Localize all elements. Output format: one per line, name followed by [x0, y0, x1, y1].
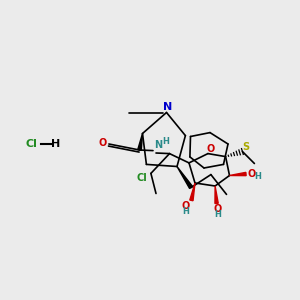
Text: S: S	[242, 142, 250, 152]
Text: H: H	[255, 172, 261, 181]
Text: H: H	[215, 210, 221, 219]
Text: Cl: Cl	[136, 172, 147, 183]
Text: O: O	[214, 204, 222, 214]
Polygon shape	[215, 186, 218, 203]
Text: H: H	[162, 136, 169, 146]
Text: N: N	[164, 102, 172, 112]
Polygon shape	[190, 183, 195, 201]
Text: O: O	[99, 137, 107, 148]
Polygon shape	[177, 167, 193, 188]
Polygon shape	[138, 134, 142, 150]
Text: N: N	[154, 140, 163, 150]
Text: H: H	[182, 207, 189, 216]
Text: O: O	[181, 201, 190, 211]
Text: Cl: Cl	[26, 139, 38, 149]
Text: O: O	[248, 169, 256, 179]
Polygon shape	[230, 172, 246, 176]
Text: H: H	[51, 139, 60, 149]
Text: O: O	[207, 144, 215, 154]
